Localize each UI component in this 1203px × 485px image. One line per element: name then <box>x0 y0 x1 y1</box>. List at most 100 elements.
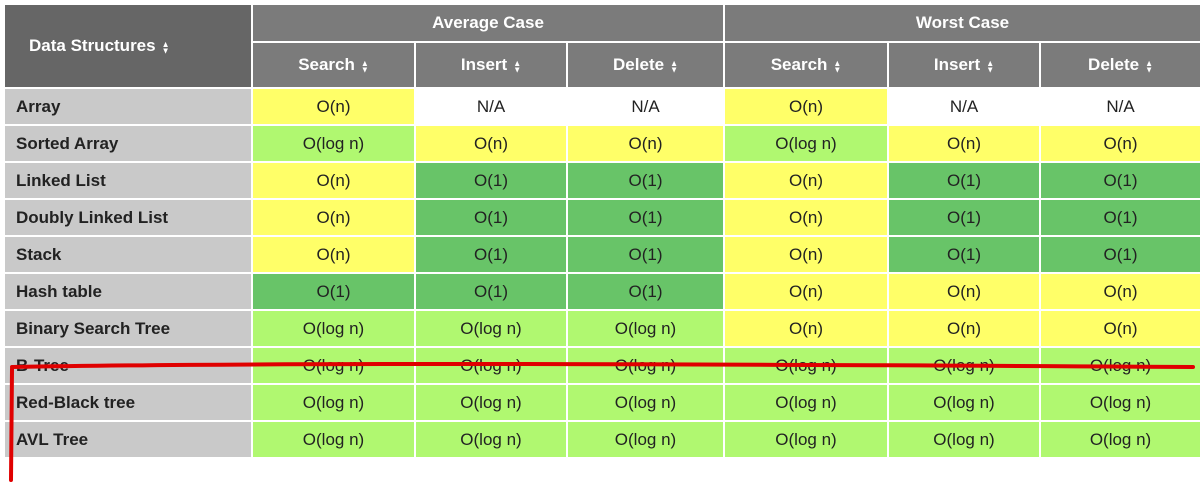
sort-icon[interactable]: ▲ ▼ <box>833 58 842 75</box>
table-row: Doubly Linked List O(n) O(1) O(1) O(n) O(1) O(… <box>3 198 1203 237</box>
header-col-2[interactable]: Delete ▲ ▼ <box>565 41 726 89</box>
complexity-cell: O(log n) <box>414 346 568 385</box>
header-col-5[interactable]: Delete ▲ ▼ <box>1039 41 1203 89</box>
sort-icon[interactable]: ▲ ▼ <box>986 58 995 75</box>
row-name: Red-Black tree <box>3 383 253 422</box>
complexity-cell: N/A <box>887 87 1042 126</box>
table-row: Red-Black tree O(log n) O(log n) O(log n) O(… <box>3 383 1203 422</box>
complexity-cell: N/A <box>414 87 568 126</box>
complexity-cell: O(1) <box>1039 235 1203 274</box>
complexity-cell: O(n) <box>1039 309 1203 348</box>
complexity-cell: O(1) <box>1039 198 1203 237</box>
complexity-cell: O(n) <box>1039 124 1203 163</box>
complexity-cell: N/A <box>565 87 726 126</box>
sort-icon[interactable]: ▲ ▼ <box>670 58 678 75</box>
complexity-cell: O(log n) <box>723 383 890 422</box>
complexity-cell: O(n) <box>723 198 890 237</box>
header-col-label: Search <box>770 55 828 74</box>
header-average-case: Average Case <box>250 3 726 43</box>
sort-icon[interactable]: ▲ ▼ <box>360 58 369 75</box>
complexity-cell: O(log n) <box>1039 383 1203 422</box>
complexity-cell: N/A <box>1039 87 1203 126</box>
table-row: Binary Search Tree O(log n) O(log n) O(log … <box>3 309 1203 348</box>
header-data-structures-label: Data Structures <box>29 36 156 55</box>
header-col-label: Delete <box>1088 55 1140 74</box>
header-worst-case: Worst Case <box>723 3 1203 43</box>
complexity-table: Data Structures ▲ ▼ Average Case Worst Cas… <box>3 3 1203 459</box>
header-data-structures[interactable]: Data Structures ▲ ▼ <box>3 3 253 89</box>
header-col-label: Insert <box>460 55 508 74</box>
complexity-cell: O(log n) <box>887 383 1042 422</box>
complexity-cell: O(1) <box>887 198 1042 237</box>
header-col-0[interactable]: Search ▲ ▼ <box>251 41 416 89</box>
complexity-cell: O(n) <box>723 235 890 274</box>
complexity-cell: O(1) <box>565 161 726 200</box>
table-row: Stack O(n) O(1) O(1) O(n) O(1) O(1) <box>3 235 1203 274</box>
complexity-cell: O(log n) <box>251 346 416 385</box>
complexity-cell: O(log n) <box>565 383 726 422</box>
complexity-cell: O(n) <box>251 87 416 126</box>
complexity-cell: O(log n) <box>414 309 568 348</box>
row-name: Linked List <box>3 161 253 200</box>
complexity-cell: O(1) <box>565 272 726 311</box>
complexity-cell: O(log n) <box>1039 420 1203 459</box>
complexity-cell: O(1) <box>565 235 726 274</box>
complexity-cell: O(n) <box>414 124 568 163</box>
header-col-1[interactable]: Insert ▲ ▼ <box>414 41 568 89</box>
header-col-label: Insert <box>933 55 981 74</box>
complexity-cell: O(log n) <box>251 309 416 348</box>
complexity-cell: O(1) <box>887 235 1042 274</box>
table-row: Sorted Array O(log n) O(n) O(n) O(log n) O(n)… <box>3 124 1203 163</box>
complexity-cell: O(n) <box>723 87 890 126</box>
complexity-cell: O(1) <box>414 235 568 274</box>
complexity-cell: O(1) <box>1039 161 1203 200</box>
complexity-cell: O(1) <box>414 198 568 237</box>
complexity-cell: O(n) <box>887 124 1042 163</box>
complexity-cell: O(n) <box>723 161 890 200</box>
complexity-cell: O(log n) <box>565 346 726 385</box>
complexity-cell: O(log n) <box>887 420 1042 459</box>
header-col-label: Search <box>298 55 355 74</box>
complexity-cell: O(log n) <box>414 383 568 422</box>
row-name: Binary Search Tree <box>3 309 253 348</box>
row-name: Sorted Array <box>3 124 253 163</box>
complexity-cell: O(n) <box>723 309 890 348</box>
complexity-cell: O(1) <box>565 198 726 237</box>
row-name: Array <box>3 87 253 126</box>
row-name: Doubly Linked List <box>3 198 253 237</box>
table-row: AVL Tree O(log n) O(log n) O(log n) O(log n)… <box>3 420 1203 459</box>
table-row: Array O(n) N/A N/A O(n) N/A N/A <box>3 87 1203 126</box>
complexity-cell: O(n) <box>251 198 416 237</box>
complexity-cell: O(log n) <box>251 383 416 422</box>
complexity-cell: O(log n) <box>565 309 726 348</box>
complexity-cell: O(log n) <box>1039 346 1203 385</box>
complexity-cell: O(log n) <box>251 124 416 163</box>
header-col-label: Delete <box>613 55 665 74</box>
complexity-cell: O(1) <box>887 161 1042 200</box>
table-row: B-Tree O(log n) O(log n) O(log n) O(log n) O(… <box>3 346 1203 385</box>
complexity-cell: O(log n) <box>723 124 890 163</box>
complexity-cell: O(n) <box>565 124 726 163</box>
complexity-cell: O(1) <box>414 161 568 200</box>
complexity-cell: O(n) <box>251 235 416 274</box>
header-col-4[interactable]: Insert ▲ ▼ <box>887 41 1042 89</box>
complexity-cell: O(n) <box>887 309 1042 348</box>
table-row: Linked List O(n) O(1) O(1) O(n) O(1) O(1) <box>3 161 1203 200</box>
complexity-cell: O(log n) <box>414 420 568 459</box>
complexity-cell: O(1) <box>414 272 568 311</box>
complexity-cell: O(log n) <box>723 420 890 459</box>
table-row: Hash table O(1) O(1) O(1) O(n) O(n) O(n) <box>3 272 1203 311</box>
row-name: Stack <box>3 235 253 274</box>
sort-icon[interactable]: ▲ ▼ <box>1145 58 1153 75</box>
row-name: Hash table <box>3 272 253 311</box>
row-name: AVL Tree <box>3 420 253 459</box>
complexity-cell: O(log n) <box>723 346 890 385</box>
complexity-cell: O(n) <box>251 161 416 200</box>
complexity-cell: O(log n) <box>887 346 1042 385</box>
complexity-cell: O(1) <box>251 272 416 311</box>
sort-icon[interactable]: ▲ ▼ <box>161 39 170 56</box>
complexity-cell: O(n) <box>887 272 1042 311</box>
complexity-cell: O(log n) <box>565 420 726 459</box>
header-col-3[interactable]: Search ▲ ▼ <box>723 41 890 89</box>
sort-icon[interactable]: ▲ ▼ <box>513 58 522 75</box>
